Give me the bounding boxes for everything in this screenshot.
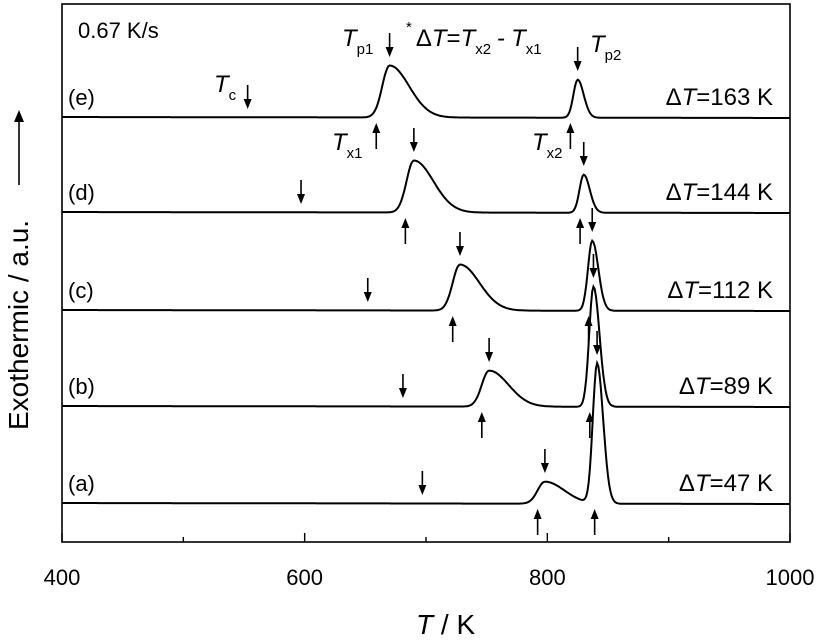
down-arrowhead bbox=[363, 292, 372, 302]
series-delta-t: ΔT=47 K bbox=[679, 470, 773, 497]
up-arrowhead bbox=[584, 316, 593, 326]
tp2-label: Tp2 bbox=[590, 31, 621, 64]
curves bbox=[62, 64, 790, 505]
dsc-curve bbox=[62, 238, 790, 312]
down-arrowhead bbox=[385, 47, 394, 57]
series-name: (c) bbox=[68, 278, 94, 303]
series-delta-t: ΔT=144 K bbox=[666, 179, 773, 206]
down-arrowhead bbox=[540, 463, 549, 473]
down-arrowhead bbox=[588, 222, 597, 232]
series-delta-t: ΔT=89 K bbox=[679, 373, 773, 400]
tx1-label: Tx1 bbox=[332, 129, 363, 162]
down-arrowhead bbox=[418, 485, 427, 495]
x-tick-label: 600 bbox=[286, 565, 323, 590]
up-arrowhead bbox=[533, 509, 542, 519]
series-labels: (e) ΔT=163 K (d) ΔT=144 K (c) ΔT=112 K (b) ΔT=8… bbox=[68, 84, 773, 497]
x-tick-label: 400 bbox=[44, 565, 81, 590]
series-name: (d) bbox=[68, 180, 95, 205]
down-arrowhead bbox=[398, 388, 407, 398]
svg-text:Exothermic / a.u.: Exothermic / a.u. bbox=[3, 220, 34, 430]
up-arrowhead bbox=[477, 412, 486, 422]
dsc-curve bbox=[62, 359, 790, 505]
down-arrowhead bbox=[455, 246, 464, 256]
up-arrowhead bbox=[401, 218, 410, 228]
up-arrowhead bbox=[372, 123, 381, 133]
x-tick-label: 800 bbox=[529, 565, 566, 590]
up-arrowhead bbox=[448, 316, 457, 326]
down-arrowhead bbox=[485, 352, 494, 362]
y-axis-title: Exothermic / a.u. bbox=[3, 220, 34, 430]
tp1-label: Tp1 bbox=[342, 25, 373, 58]
up-arrowhead bbox=[590, 509, 599, 519]
up-arrowhead bbox=[576, 218, 585, 228]
series-name: (e) bbox=[68, 85, 95, 110]
down-arrowhead bbox=[243, 99, 252, 109]
up-arrowhead bbox=[585, 412, 594, 422]
tx2-label: Tx2 bbox=[532, 129, 563, 162]
down-arrowhead bbox=[573, 61, 582, 71]
dsc-curve bbox=[62, 159, 790, 214]
tc-label: Tc bbox=[214, 71, 237, 104]
arrow-markers bbox=[243, 33, 602, 535]
dsc-curve bbox=[62, 283, 790, 408]
series-delta-t: ΔT=112 K bbox=[667, 277, 773, 304]
down-arrowhead bbox=[297, 194, 306, 204]
dsc-curve bbox=[62, 64, 790, 119]
delta-t-equation: * ΔT=Tx2- Tx1 bbox=[406, 19, 542, 58]
down-arrowhead bbox=[589, 268, 598, 278]
heating-rate-label: 0.67 K/s bbox=[78, 18, 159, 43]
up-arrowhead bbox=[566, 123, 575, 133]
y-axis-arrowhead bbox=[14, 110, 24, 122]
series-name: (a) bbox=[68, 471, 95, 496]
series-name: (b) bbox=[68, 374, 95, 399]
down-arrowhead bbox=[409, 142, 418, 152]
x-axis-title: T / K bbox=[416, 609, 475, 640]
down-arrowhead bbox=[593, 345, 602, 355]
x-ticks: 400 600 800 1000 bbox=[44, 533, 815, 590]
series-delta-t: ΔT=163 K bbox=[666, 84, 773, 111]
x-tick-label: 1000 bbox=[766, 565, 815, 590]
down-arrowhead bbox=[579, 156, 588, 166]
